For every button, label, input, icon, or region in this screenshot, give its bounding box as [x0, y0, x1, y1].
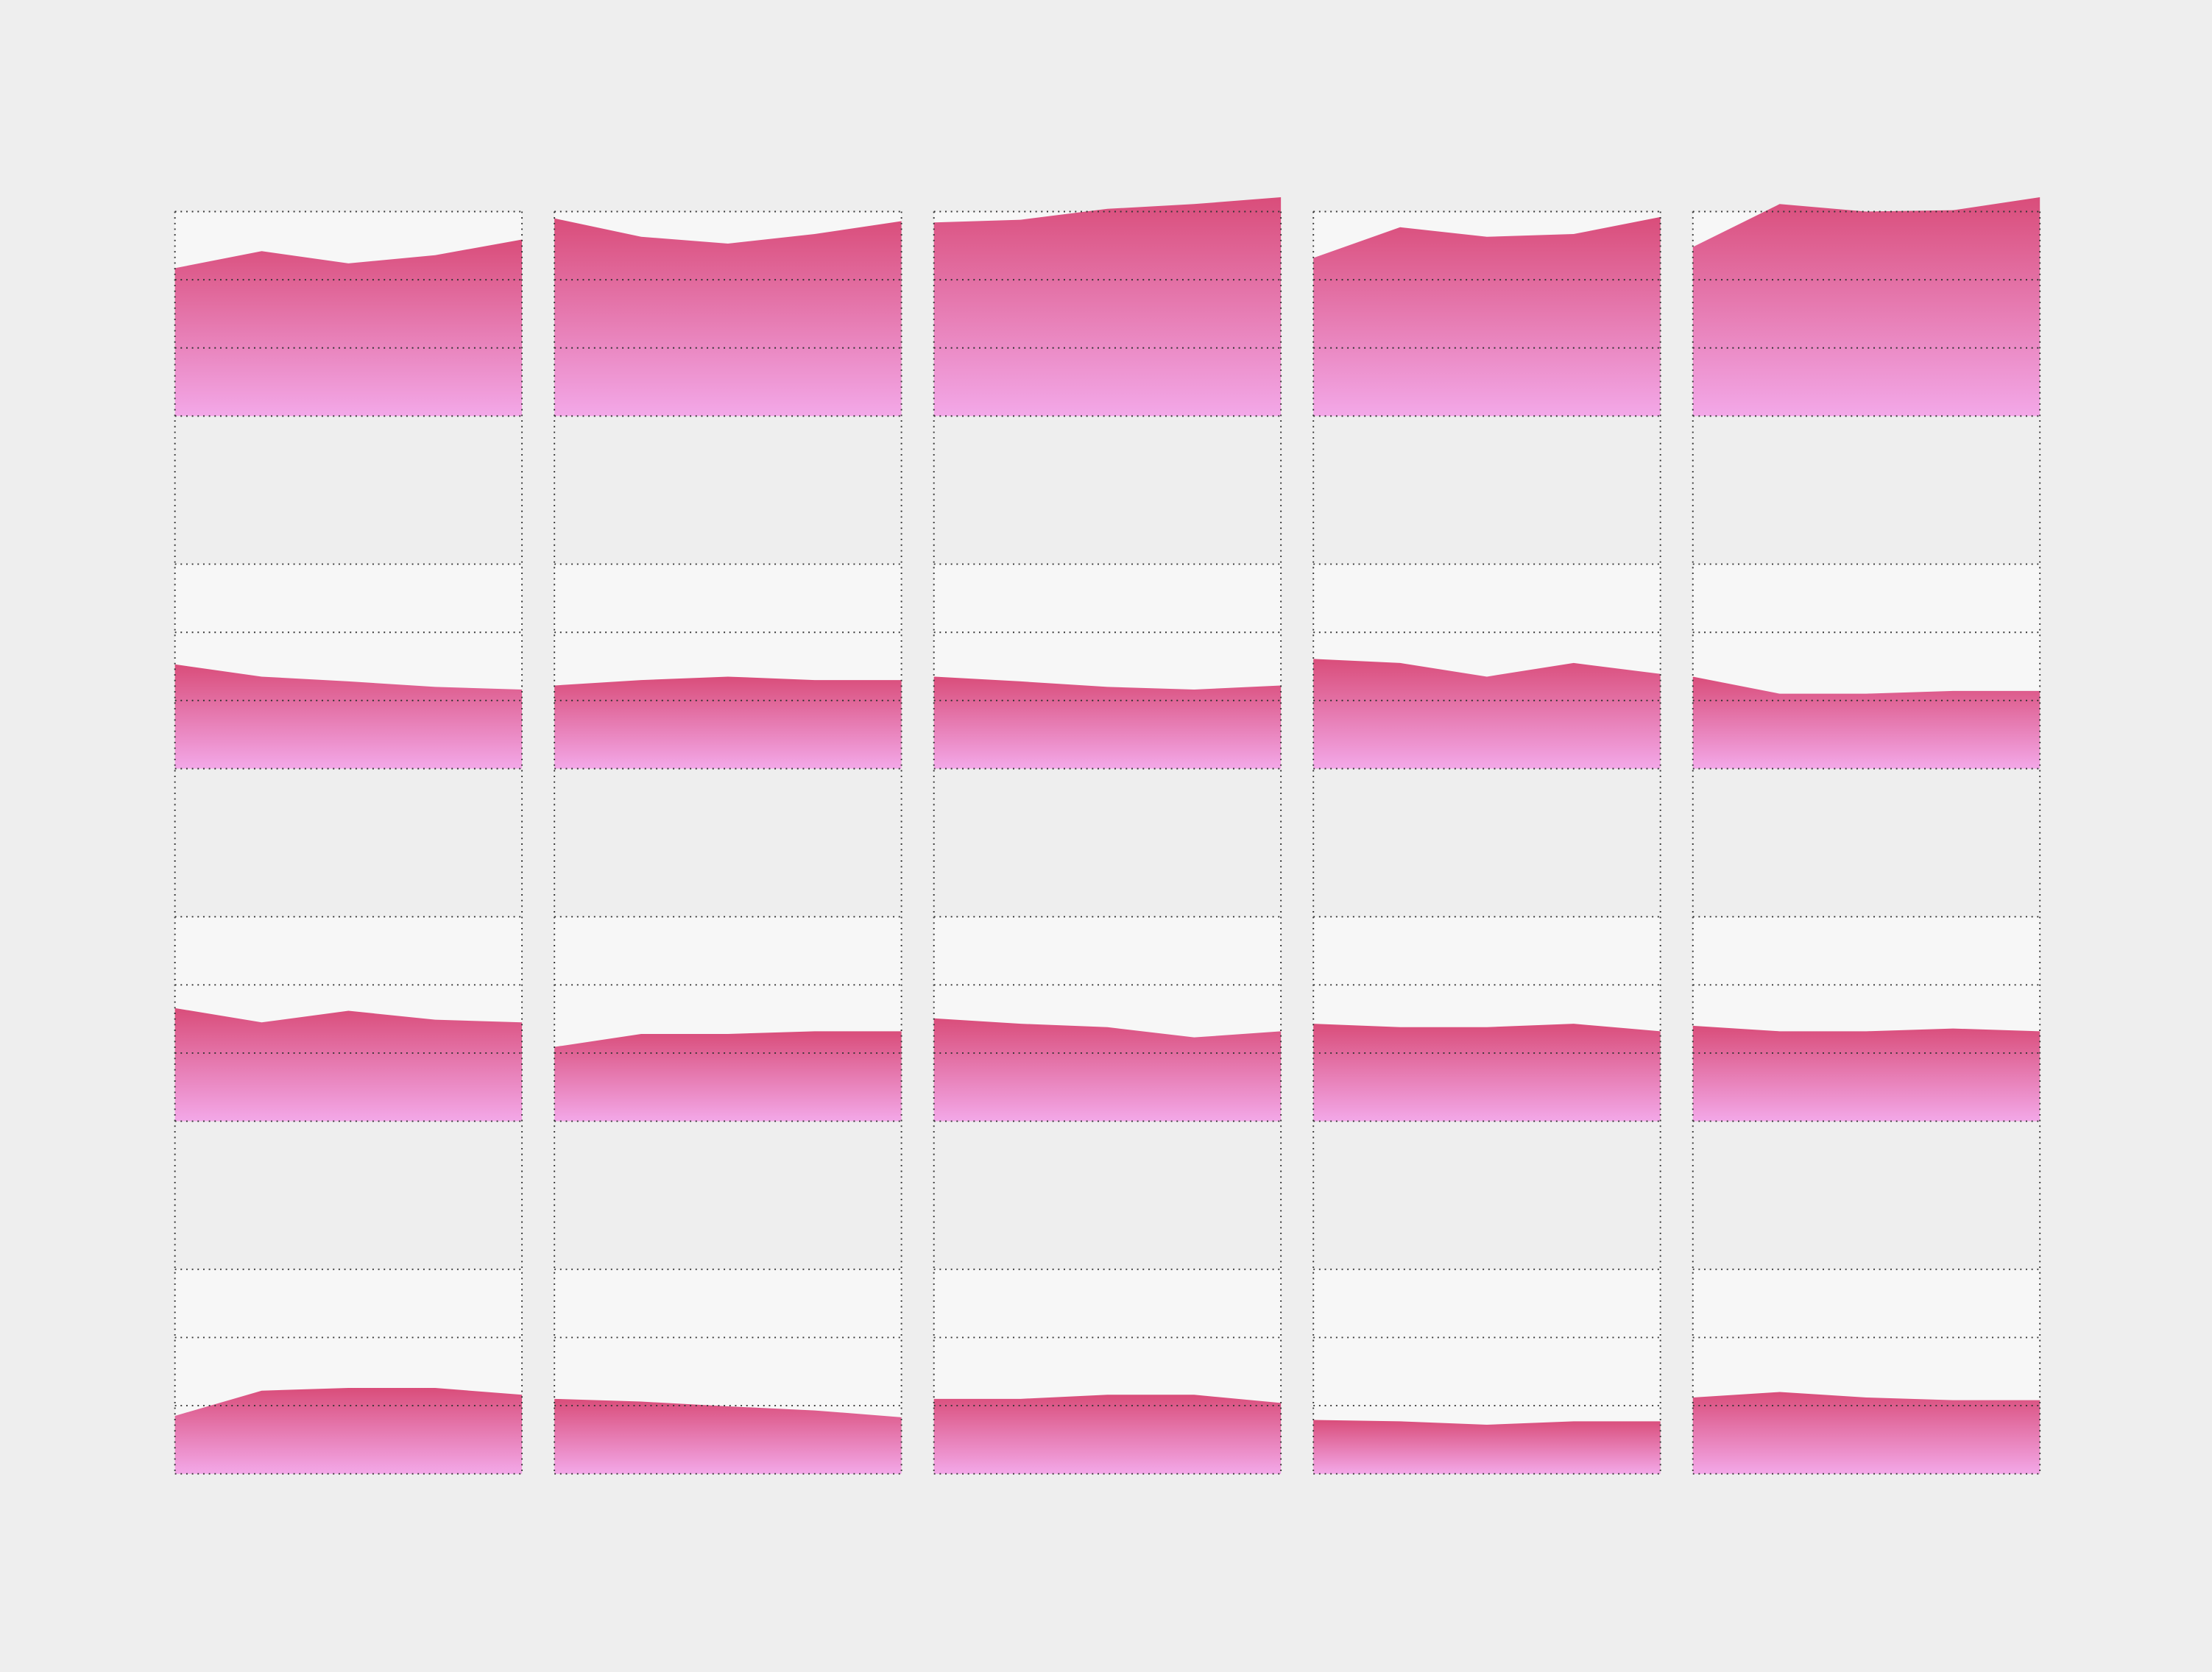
area: [1313, 1420, 1661, 1474]
area: [1692, 197, 2040, 417]
area: [174, 1388, 523, 1474]
area: [1313, 659, 1661, 769]
area: [933, 676, 1282, 769]
area: [174, 664, 523, 769]
area: [174, 1007, 523, 1122]
area: [554, 1031, 902, 1122]
area: [1692, 676, 2040, 769]
area: [174, 239, 523, 417]
area: [1692, 1025, 2040, 1122]
area: [1692, 1392, 2040, 1474]
area: [554, 1398, 902, 1474]
area: [933, 1018, 1282, 1122]
area: [554, 676, 902, 769]
area: [554, 218, 902, 417]
area: [1313, 216, 1661, 417]
area: [1313, 1024, 1661, 1122]
area: [933, 197, 1282, 417]
area: [933, 1395, 1282, 1474]
